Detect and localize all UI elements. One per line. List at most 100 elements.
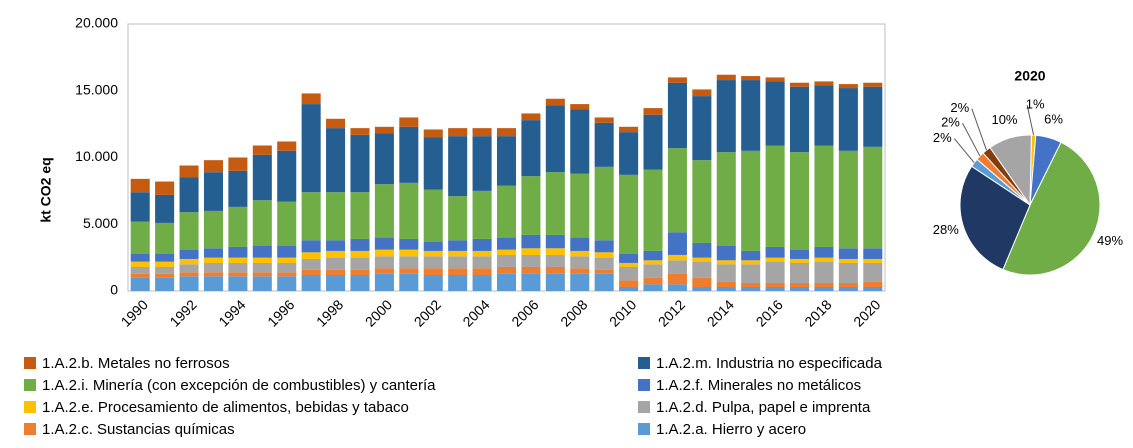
y-tick-label: 10.000 [75, 148, 118, 164]
bar-segment [570, 250, 590, 257]
legend-swatch [24, 357, 36, 369]
bar-segment [155, 277, 175, 291]
bar-segment [838, 286, 858, 291]
bar-segment [643, 284, 663, 291]
legend-swatch [24, 379, 36, 391]
bar-segment [496, 185, 517, 238]
bar-segment [326, 192, 346, 241]
bar-segment [570, 104, 590, 110]
bar-segment [228, 276, 248, 291]
pie-label: 2% [941, 115, 960, 130]
bar-segment [326, 240, 346, 251]
bar-segment [741, 264, 761, 283]
bar-segment [814, 257, 834, 262]
bar-segment [448, 196, 468, 241]
bar-segment [130, 192, 150, 222]
y-tick-label: 5.000 [83, 215, 118, 231]
bar-segment [790, 249, 810, 259]
bar-segment [374, 273, 394, 291]
bar-segment [423, 256, 443, 269]
bar-segment [667, 284, 687, 291]
bar-segment [521, 254, 541, 267]
pie-slice [989, 134, 1032, 207]
bar-segment [838, 84, 858, 89]
legend-label: 1.A.2.f. Minerales no metálicos [656, 377, 861, 394]
bar-segment [594, 240, 614, 253]
pie-title: 2020 [1014, 68, 1045, 84]
bar-segment [277, 272, 297, 277]
x-tick-label: 2010 [606, 296, 639, 329]
bar-segment [374, 184, 394, 238]
bar-segment [643, 277, 663, 285]
bar-segment [301, 240, 321, 253]
bar-segment [155, 273, 175, 278]
bar-segment [277, 201, 297, 246]
bar-segment [814, 282, 834, 287]
bar-segment [496, 237, 517, 250]
pie-label: 49% [1097, 233, 1123, 248]
bar-segment [765, 81, 785, 146]
bar-segment [863, 281, 883, 287]
bar-segment [326, 128, 346, 193]
bar-segment [155, 181, 175, 195]
bar-segment [301, 252, 321, 259]
bar-segment [692, 160, 712, 243]
bar-segment [228, 262, 248, 273]
pie-label: 2% [933, 130, 952, 145]
bar-segment [374, 256, 394, 269]
x-tick-label: 1996 [264, 296, 297, 329]
bar-segment [399, 249, 419, 257]
bar-segment [203, 248, 223, 258]
bar-segment [374, 133, 394, 185]
bar-segment [790, 152, 810, 250]
bar-segment [179, 264, 199, 273]
leader-line [962, 122, 981, 157]
bar-segment [130, 253, 150, 262]
bar-segment [594, 166, 614, 241]
bar-segment [838, 262, 858, 283]
bar-segment [496, 249, 517, 255]
y-tick-label: 0 [110, 282, 118, 298]
bar-segment [228, 257, 248, 263]
bar-segment [863, 86, 883, 147]
bar-segment [399, 117, 419, 127]
x-tick-label: 1990 [118, 296, 151, 329]
leader-line [953, 138, 975, 164]
bar-segment [399, 268, 419, 274]
bar-segment [741, 80, 761, 151]
leader-line [1026, 105, 1035, 136]
bar-segment [765, 145, 785, 247]
legend-label: 1.A.2.m. Industria no especificada [656, 355, 883, 372]
x-tick-label: 2004 [459, 296, 492, 329]
bar-segment [545, 266, 565, 274]
bar-segment [619, 126, 639, 133]
bar-segment [667, 260, 687, 274]
pie-slice [959, 165, 1031, 271]
bar-segment [594, 117, 614, 123]
bar-segment [155, 261, 175, 267]
bar-segment [448, 128, 468, 137]
bar-segment [667, 77, 687, 83]
bar-segment [545, 248, 565, 255]
bar-segment [155, 222, 175, 254]
bar-segment [619, 286, 639, 291]
bar-segment [765, 282, 785, 287]
bar-segment [716, 152, 736, 246]
bar-segment [350, 269, 370, 275]
bar-segment [326, 250, 346, 258]
bar-segment [252, 257, 272, 263]
bar-segment [374, 126, 394, 134]
bar-segment [203, 262, 223, 273]
bar-segment [179, 258, 199, 265]
bar-segment [545, 105, 565, 173]
bar-segment [203, 160, 223, 173]
bar-segment [692, 242, 712, 258]
bar-segment [545, 254, 565, 267]
bar-segment [130, 178, 150, 193]
bar-segment [692, 89, 712, 97]
bar-segment [179, 276, 199, 291]
bar-segment [521, 273, 541, 291]
bar-segment [179, 165, 199, 178]
bar-segment [252, 154, 272, 201]
